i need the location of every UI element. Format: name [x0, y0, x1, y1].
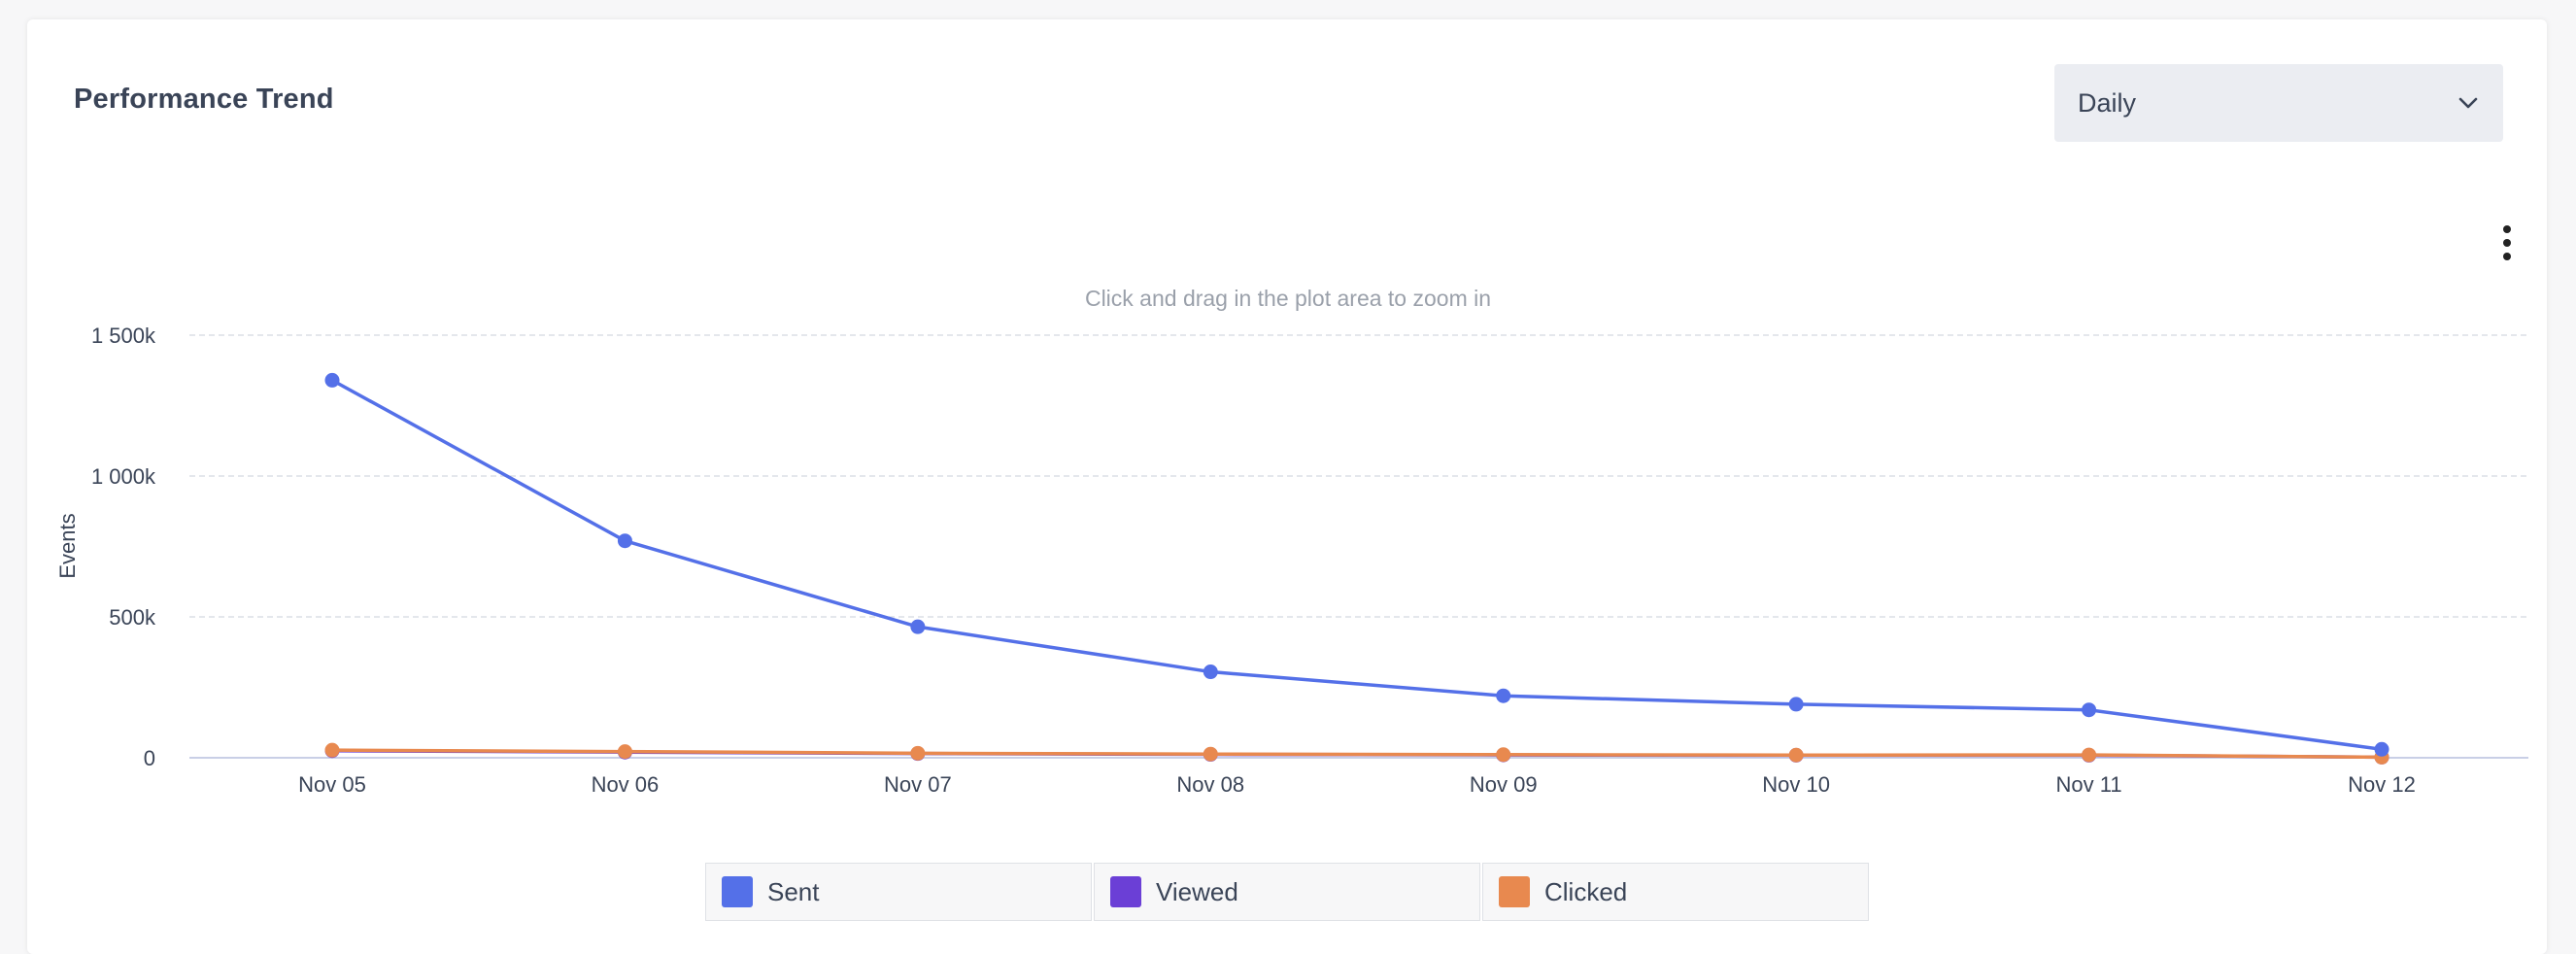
series-line-sent: [331, 378, 2383, 752]
data-point-clicked: [910, 745, 926, 761]
data-point-clicked: [324, 742, 340, 758]
grid-lines: [189, 334, 2528, 618]
x-tick-label: Nov 07: [884, 772, 952, 797]
data-point-sent: [1496, 688, 1511, 703]
chart-legend: Sent Viewed Clicked: [705, 863, 1871, 921]
data-point-sent: [324, 372, 340, 388]
x-tick-label: Nov 09: [1470, 772, 1538, 797]
data-point-sent: [2082, 702, 2097, 718]
data-point-sent: [910, 619, 926, 634]
legend-label: Sent: [767, 876, 820, 906]
data-point-sent: [2374, 741, 2390, 757]
legend-label: Clicked: [1544, 876, 1628, 906]
more-vertical-icon-dot: [2503, 239, 2511, 247]
chart-menu-button[interactable]: [2491, 221, 2524, 264]
page-title: Performance Trend: [74, 84, 334, 115]
y-tick-label: 1 000k: [91, 464, 156, 489]
x-tick-label: Nov 06: [592, 772, 660, 797]
y-tick-label: 500k: [109, 605, 156, 630]
x-tick-label: Nov 05: [298, 772, 366, 797]
legend-item-clicked[interactable]: Clicked: [1482, 863, 1869, 921]
x-axis: Nov 05 Nov 06 Nov 07 Nov 08 Nov 09 Nov 10 Nov …: [189, 757, 2528, 797]
data-point-sent: [617, 533, 632, 549]
y-tick-label: 0: [144, 746, 155, 770]
x-tick-label: Nov 11: [2056, 772, 2122, 797]
y-axis: 0 500k 1 000k 1 500k: [91, 324, 156, 770]
granularity-select[interactable]: Daily: [2054, 64, 2503, 142]
legend-swatch: [1499, 876, 1530, 907]
data-point-clicked: [617, 744, 632, 760]
data-point-sent: [1788, 697, 1804, 712]
granularity-select-value: Daily: [2078, 87, 2137, 118]
data-point-sent: [1203, 664, 1218, 680]
chevron-down-icon: [2458, 97, 2478, 109]
x-tick-label: Nov 10: [1762, 772, 1830, 797]
legend-swatch: [722, 876, 753, 907]
data-point-clicked: [1203, 746, 1218, 762]
legend-swatch: [1110, 876, 1141, 907]
legend-label: Viewed: [1156, 876, 1238, 906]
series-layer: [324, 372, 2390, 765]
more-vertical-icon-dot: [2503, 225, 2511, 233]
more-vertical-icon-dot: [2503, 253, 2511, 260]
x-tick-label: Nov 12: [2348, 772, 2416, 797]
series-line-clicked: [331, 748, 2383, 760]
y-axis-title: Events: [55, 513, 80, 578]
x-tick-label: Nov 08: [1176, 772, 1244, 797]
data-point-clicked: [2082, 747, 2097, 763]
y-tick-label: 1 500k: [91, 324, 156, 348]
data-point-clicked: [1788, 747, 1804, 763]
performance-trend-card: [27, 19, 2547, 954]
zoom-hint: Click and drag in the plot area to zoom …: [1084, 286, 1492, 311]
legend-item-viewed[interactable]: Viewed: [1094, 863, 1480, 921]
legend-item-sent[interactable]: Sent: [705, 863, 1092, 921]
data-point-clicked: [1496, 747, 1511, 763]
